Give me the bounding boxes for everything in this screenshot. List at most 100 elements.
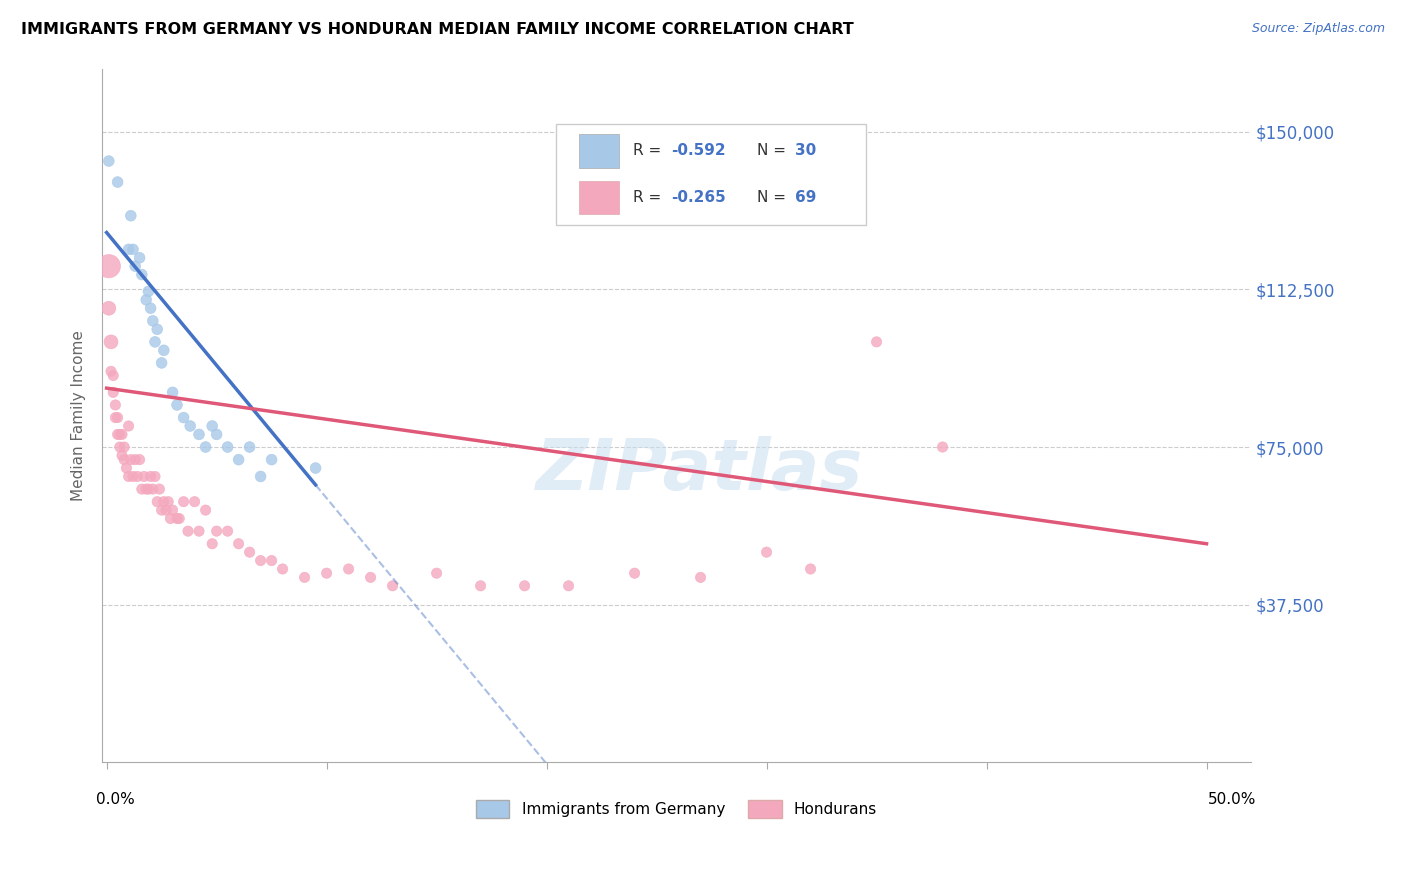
Point (249, 553, 271, 567)
Point (139, 301, 162, 316)
Point (107, 427, 129, 442)
Text: R =: R = (633, 144, 666, 159)
Point (177, 524, 200, 538)
Point (111, 449, 134, 463)
Point (117, 243, 139, 257)
Point (143, 334, 166, 349)
Point (108, 440, 131, 454)
Point (188, 524, 211, 538)
Point (470, 579, 492, 593)
Point (120, 209, 142, 223)
Point (249, 469, 271, 483)
Point (155, 503, 177, 517)
Point (159, 511, 181, 525)
Point (111, 427, 134, 442)
Point (315, 566, 337, 581)
Point (294, 570, 316, 584)
Point (146, 494, 169, 508)
Bar (579, 135, 619, 168)
Point (183, 494, 205, 508)
Point (239, 545, 262, 559)
Point (148, 482, 170, 496)
Point (132, 469, 155, 483)
Point (100, 334, 122, 349)
Point (117, 469, 139, 483)
Point (153, 494, 176, 508)
Point (260, 452, 283, 467)
Point (112, 452, 135, 467)
Y-axis label: Median Family Income: Median Family Income (72, 330, 86, 501)
Legend: Immigrants from Germany, Hondurans: Immigrants from Germany, Hondurans (470, 794, 883, 824)
Text: IMMIGRANTS FROM GERMANY VS HONDURAN MEDIAN FAMILY INCOME CORRELATION CHART: IMMIGRANTS FROM GERMANY VS HONDURAN MEDI… (21, 22, 853, 37)
Point (153, 343, 176, 358)
Point (97, 154, 120, 169)
Point (557, 579, 579, 593)
Point (112, 440, 135, 454)
Point (142, 482, 165, 496)
Point (166, 511, 188, 525)
Point (201, 419, 224, 434)
Point (127, 469, 149, 483)
Point (115, 461, 138, 475)
Text: 0.0%: 0.0% (97, 792, 135, 807)
Point (162, 503, 184, 517)
Point (104, 410, 127, 425)
Text: 69: 69 (794, 190, 815, 205)
Point (623, 566, 645, 581)
Point (128, 452, 150, 467)
Point (179, 419, 201, 434)
Point (150, 503, 173, 517)
Point (426, 566, 449, 581)
Text: Source: ZipAtlas.com: Source: ZipAtlas.com (1251, 22, 1385, 36)
Point (124, 259, 146, 273)
Point (931, 440, 953, 454)
Text: N =: N = (756, 190, 790, 205)
Point (107, 175, 129, 189)
Point (107, 410, 129, 425)
Point (173, 410, 195, 425)
Point (120, 452, 142, 467)
Point (271, 562, 294, 576)
Point (131, 268, 153, 282)
Point (755, 545, 778, 559)
Point (381, 579, 404, 593)
Point (138, 482, 160, 496)
Point (135, 293, 157, 307)
Point (799, 562, 821, 576)
Point (128, 251, 150, 265)
Point (167, 511, 190, 525)
Point (228, 452, 250, 467)
Point (122, 469, 145, 483)
Point (217, 440, 239, 454)
Point (135, 482, 157, 496)
Point (239, 440, 262, 454)
Point (205, 427, 228, 442)
Point (143, 469, 166, 483)
Point (124, 452, 146, 467)
Point (117, 419, 139, 434)
Point (217, 524, 239, 538)
Text: R =: R = (633, 190, 666, 205)
Point (260, 553, 283, 567)
Point (142, 314, 165, 328)
Point (173, 494, 195, 508)
Point (865, 334, 887, 349)
Point (157, 494, 180, 508)
Text: -0.265: -0.265 (671, 190, 725, 205)
Point (513, 579, 536, 593)
Point (194, 503, 217, 517)
Point (166, 398, 188, 412)
Point (97, 259, 120, 273)
Point (146, 322, 169, 336)
Point (194, 440, 217, 454)
FancyBboxPatch shape (555, 124, 866, 225)
Text: -0.592: -0.592 (671, 144, 725, 159)
Point (360, 570, 382, 584)
Point (131, 482, 153, 496)
Bar (579, 181, 619, 214)
Point (103, 368, 125, 383)
Point (689, 570, 711, 584)
Text: ZIPatlas: ZIPatlas (536, 436, 863, 506)
Point (304, 461, 326, 475)
Text: 50.0%: 50.0% (1208, 792, 1257, 807)
